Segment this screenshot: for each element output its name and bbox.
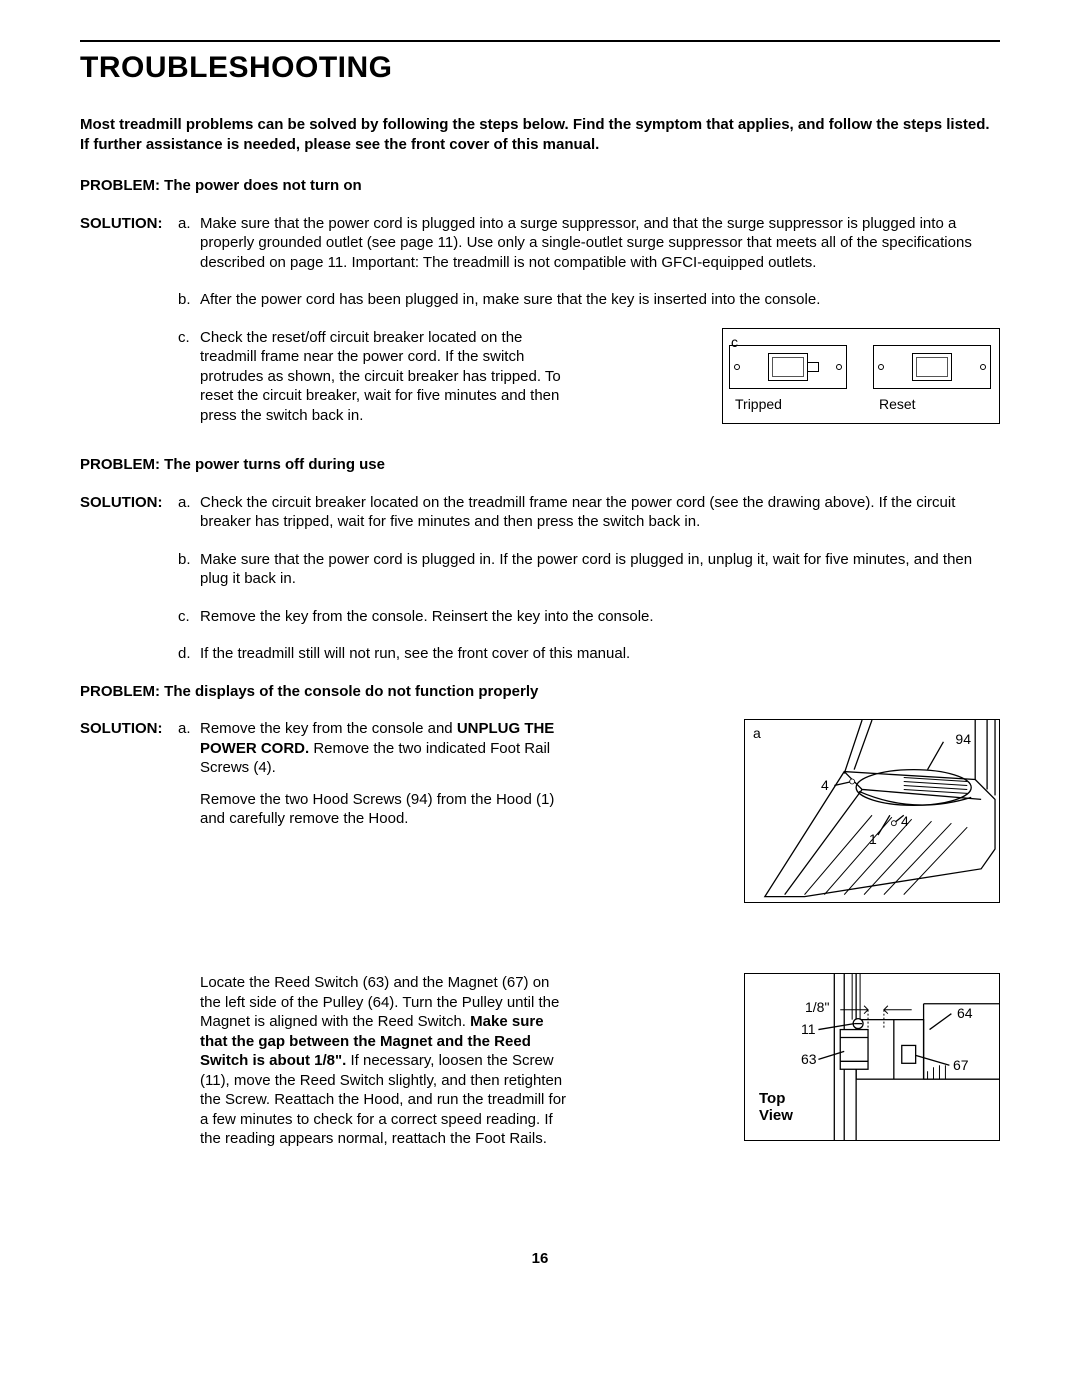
callout-1: 1 [869,830,877,848]
figure-foot-rail: a [744,719,1000,903]
text-span: Remove the key from the console and [200,720,457,737]
top-view-label: Top View [759,1091,793,1124]
figure-circuit-breaker: c Tripped Reset [722,328,1000,424]
item-text: After the power cord has been plugged in… [200,290,1000,310]
solution-label: SOLUTION: [80,719,178,739]
page-title: TROUBLESHOOTING [80,48,1000,87]
p1-sol-b: b. After the power cord has been plugged… [80,290,1000,310]
p3-sol-a-part1: SOLUTION: a. Remove the key from the con… [80,719,1000,903]
item-text: Make sure that the power cord is plugged… [200,214,1000,273]
item-letter: a. [178,214,200,234]
text-span: Remove the two Hood Screws (94) from the… [200,791,554,828]
item-text: Remove the key from the console and UNPL… [200,719,570,829]
intro-text: Most treadmill problems can be solved by… [80,115,1000,154]
switch-reset-icon [873,345,991,389]
p2-sol-a: SOLUTION: a. Check the circuit breaker l… [80,493,1000,532]
p3-sol-a-part2: Locate the Reed Switch (63) and the Magn… [80,973,1000,1149]
figure-top-view: 1/8" 11 63 64 67 Top View [744,973,1000,1141]
solution-label: SOLUTION: [80,214,178,234]
page-number: 16 [80,1249,1000,1269]
switch-tripped-icon [729,345,847,389]
item-letter: b. [178,290,200,310]
problem2-heading: PROBLEM: The power turns off during use [80,455,1000,475]
callout-94: 94 [955,730,971,748]
item-text: Locate the Reed Switch (63) and the Magn… [200,973,570,1149]
p1-sol-c: c. Check the reset/off circuit breaker l… [80,328,1000,426]
callout-eighth: 1/8" [805,998,829,1016]
callout-4b: 4 [901,812,909,830]
item-letter: b. [178,550,200,570]
p2-sol-b: b. Make sure that the power cord is plug… [80,550,1000,589]
callout-11: 11 [801,1020,816,1038]
p2-sol-d: d. If the treadmill still will not run, … [80,644,1000,664]
top-rule [80,40,1000,42]
p2-sol-c: c. Remove the key from the console. Rein… [80,607,1000,627]
tripped-label: Tripped [729,395,847,413]
item-letter: d. [178,644,200,664]
p1-sol-a: SOLUTION: a. Make sure that the power co… [80,214,1000,273]
item-letter: c. [178,607,200,627]
item-text: Check the circuit breaker located on the… [200,493,1000,532]
item-text: Remove the key from the console. Reinser… [200,607,1000,627]
item-letter: a. [178,719,200,739]
problem1-heading: PROBLEM: The power does not turn on [80,176,1000,196]
callout-67: 67 [953,1056,969,1074]
reset-label: Reset [873,395,991,413]
item-text: If the treadmill still will not run, see… [200,644,1000,664]
item-letter: c. [178,328,200,348]
callout-4a: 4 [821,776,829,794]
item-text: Check the reset/off circuit breaker loca… [200,328,570,426]
callout-64: 64 [957,1004,973,1022]
solution-label: SOLUTION: [80,493,178,513]
item-letter: a. [178,493,200,513]
callout-63: 63 [801,1050,817,1068]
item-text: Make sure that the power cord is plugged… [200,550,1000,589]
problem3-heading: PROBLEM: The displays of the console do … [80,682,1000,702]
